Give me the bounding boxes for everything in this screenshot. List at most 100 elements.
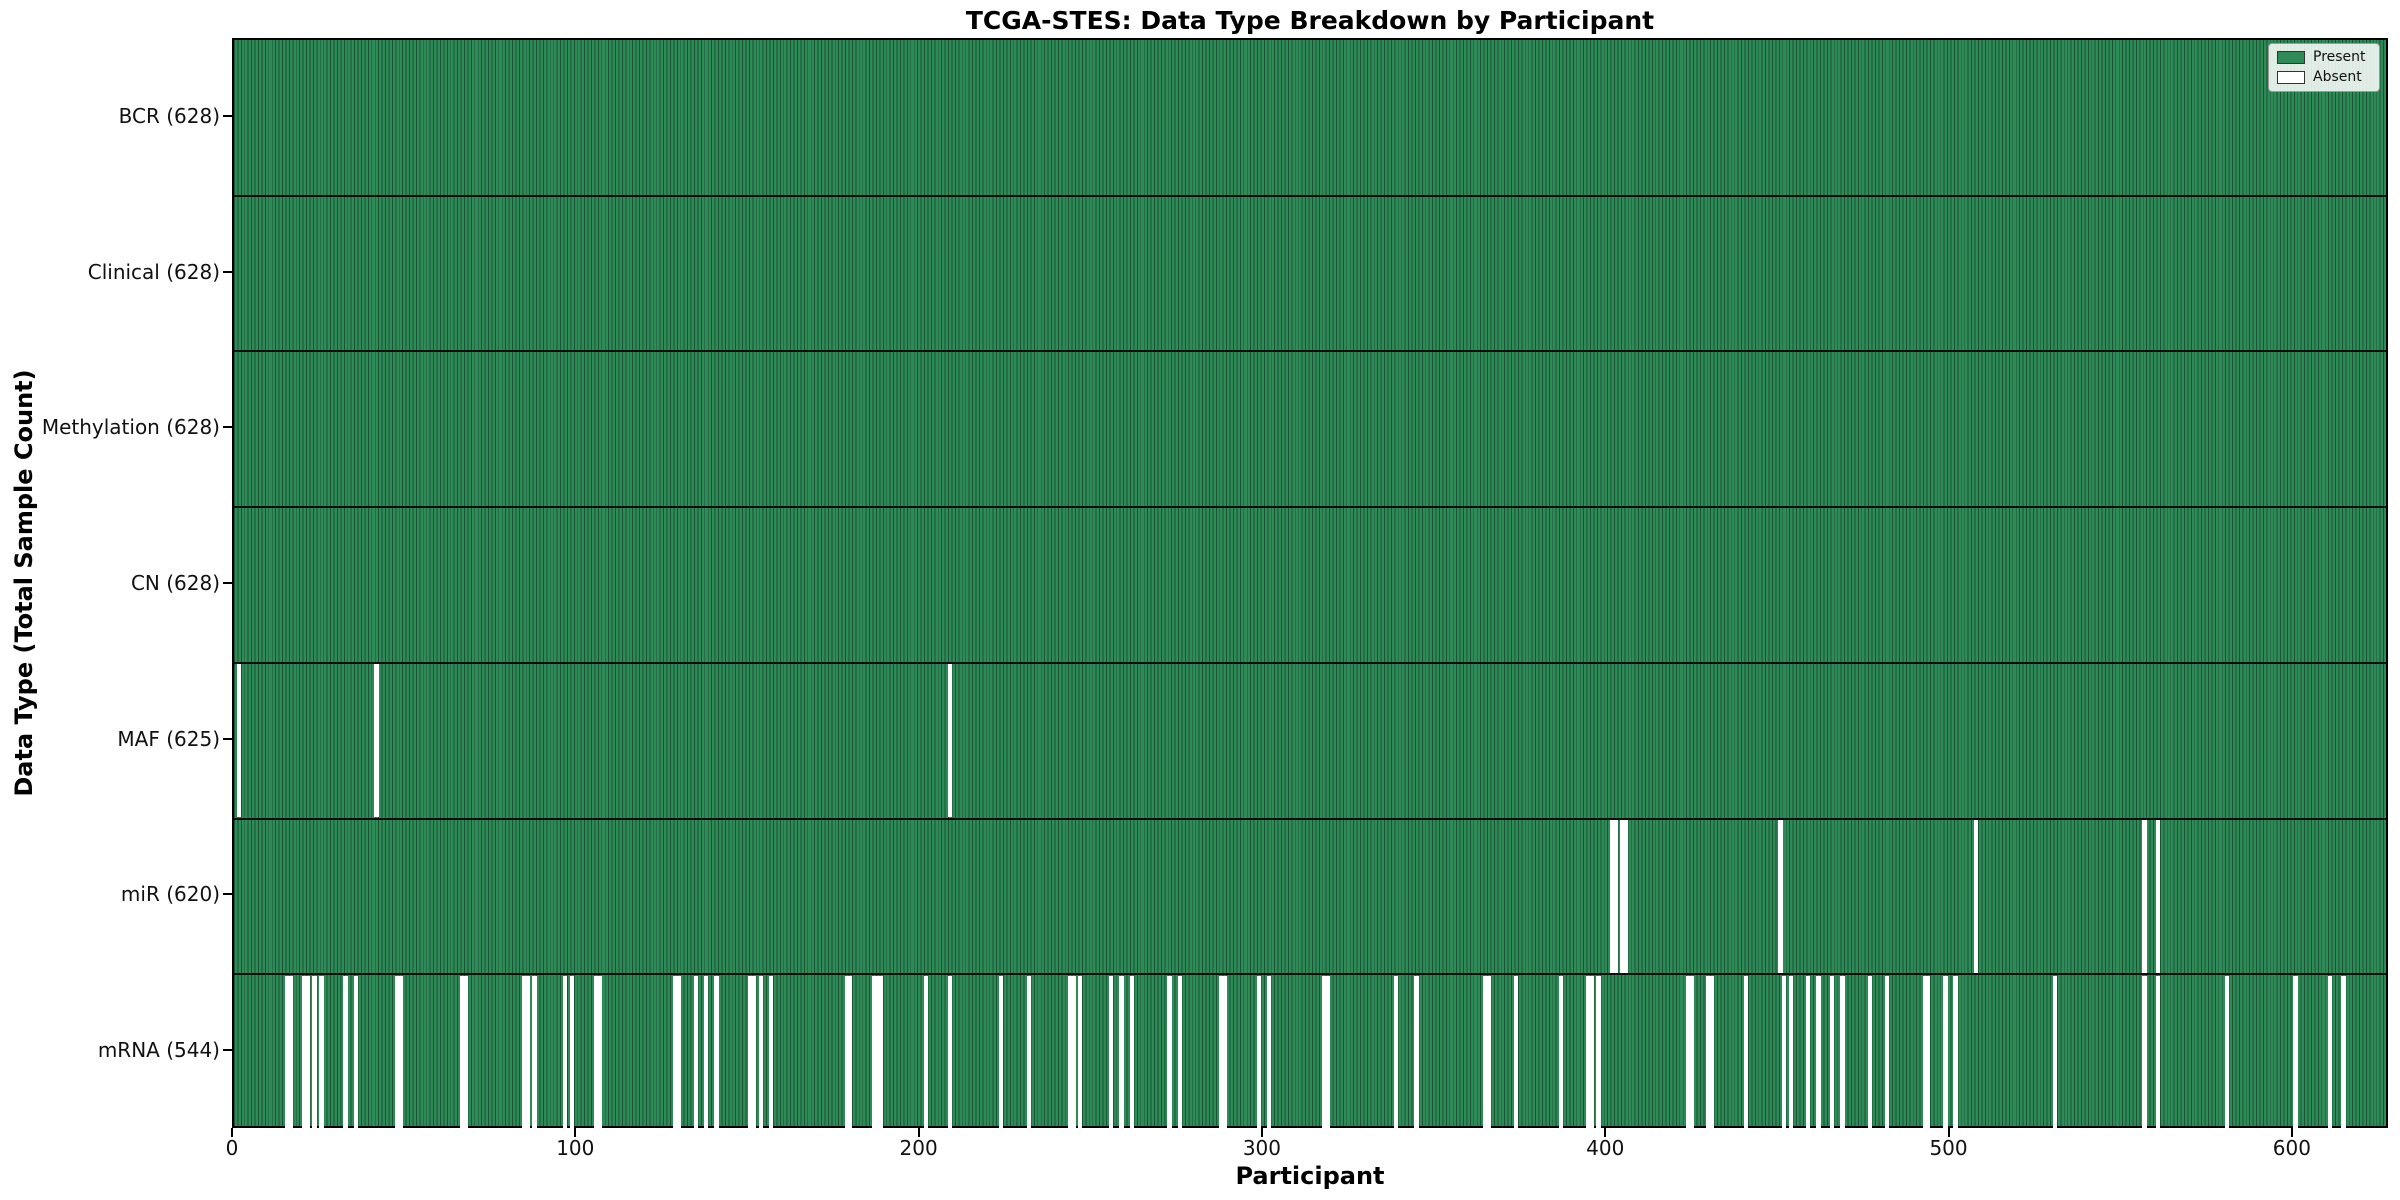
row-divider bbox=[234, 194, 2386, 197]
absent-stripe-mRNA bbox=[769, 975, 774, 1129]
absent-stripe-mRNA bbox=[1393, 975, 1399, 1129]
absent-stripe-MAF bbox=[947, 664, 952, 818]
absent-stripe-mRNA bbox=[1071, 975, 1076, 1129]
y-tick-mark bbox=[223, 270, 232, 273]
absent-stripe-mRNA bbox=[1781, 975, 1787, 1129]
absent-stripe-mRNA bbox=[532, 975, 537, 1129]
absent-stripe-mRNA bbox=[319, 975, 324, 1129]
absent-stripe-MAF bbox=[374, 664, 379, 818]
absent-stripe-mRNA bbox=[521, 975, 527, 1129]
absent-stripe-mRNA bbox=[2142, 975, 2147, 1129]
row-divider bbox=[234, 661, 2386, 664]
absent-stripe-mRNA bbox=[1926, 975, 1931, 1129]
present-swatch bbox=[2277, 51, 2305, 64]
x-tick-label-300: 300 bbox=[1242, 1136, 1282, 1160]
absent-stripe-mRNA bbox=[1414, 975, 1419, 1129]
absent-stripe-mRNA bbox=[1685, 975, 1691, 1129]
absent-stripe-mRNA bbox=[353, 975, 359, 1129]
absent-stripe-mRNA bbox=[288, 975, 293, 1129]
legend: Present Absent bbox=[2268, 43, 2380, 92]
y-tick-label-MAF: MAF (625) bbox=[117, 726, 220, 751]
absent-stripe-mRNA bbox=[2224, 975, 2230, 1129]
absent-stripe-mRNA bbox=[923, 975, 928, 1129]
absent-stripe-mRNA bbox=[463, 975, 468, 1129]
absent-stripe-mRNA bbox=[848, 975, 853, 1129]
absent-stripe-mRNA bbox=[1709, 975, 1715, 1129]
absent-stripe-mRNA bbox=[1689, 975, 1694, 1129]
absent-stripe-mRNA bbox=[1256, 975, 1261, 1129]
absent-stripe-mRNA bbox=[1177, 975, 1182, 1129]
absent-stripe-miR bbox=[2156, 820, 2161, 973]
absent-stripe-mRNA bbox=[872, 975, 877, 1129]
legend-entry-absent: Absent bbox=[2277, 70, 2371, 85]
absent-stripe-mRNA bbox=[597, 975, 602, 1129]
absent-stripe-mRNA bbox=[1816, 975, 1821, 1129]
absent-stripe-mRNA bbox=[1222, 975, 1227, 1129]
x-tick-label-400: 400 bbox=[1586, 1136, 1625, 1160]
absent-stripe-mRNA bbox=[676, 975, 681, 1129]
absent-stripe-mRNA bbox=[460, 975, 465, 1129]
y-tick-mark bbox=[223, 737, 232, 740]
x-tick-mark bbox=[231, 1128, 233, 1137]
chart-title: TCGA-STES: Data Type Breakdown by Partic… bbox=[965, 6, 1655, 35]
absent-stripe-mRNA bbox=[563, 975, 568, 1129]
row-divider bbox=[234, 350, 2386, 353]
absent-stripe-mRNA bbox=[748, 975, 753, 1129]
y-tick-mark bbox=[223, 893, 232, 896]
absent-stripe-miR bbox=[1610, 820, 1615, 973]
row-divider bbox=[234, 817, 2386, 820]
y-tick-label-miR: miR (620) bbox=[120, 882, 220, 907]
x-tick-mark bbox=[917, 1128, 920, 1137]
absent-stripe-mRNA bbox=[302, 975, 307, 1129]
absent-stripe-mRNA bbox=[2327, 975, 2333, 1129]
x-tick-mark bbox=[1604, 1128, 1607, 1137]
x-axis-title: Participant bbox=[1235, 1162, 1385, 1190]
absent-stripe-mRNA bbox=[1840, 975, 1845, 1129]
absent-stripe-mRNA bbox=[398, 975, 403, 1129]
absent-stripe-mRNA bbox=[714, 975, 719, 1129]
y-tick-mark bbox=[223, 582, 232, 584]
y-tick-mark bbox=[223, 114, 232, 117]
y-tick-label-mRNA: mRNA (544) bbox=[97, 1038, 220, 1063]
absent-stripe-miR bbox=[2142, 820, 2147, 973]
row-divider bbox=[234, 973, 2386, 976]
absent-stripe-mRNA bbox=[343, 975, 348, 1129]
absent-stripe-mRNA bbox=[2053, 975, 2058, 1129]
x-tick-label-200: 200 bbox=[899, 1136, 938, 1160]
absent-stripe-mRNA bbox=[305, 975, 310, 1129]
y-tick-label-BCR: BCR (628) bbox=[118, 103, 220, 128]
absent-stripe-miR bbox=[1778, 820, 1783, 973]
cell-edge-hatch bbox=[234, 40, 2386, 1126]
absent-stripe-mRNA bbox=[1129, 975, 1134, 1129]
absent-stripe-mRNA bbox=[947, 975, 952, 1129]
absent-stripe-mRNA bbox=[1218, 975, 1224, 1129]
absent-stripe-mRNA bbox=[1486, 975, 1491, 1129]
absent-stripe-mRNA bbox=[1167, 975, 1172, 1129]
absent-stripe-mRNA bbox=[394, 975, 400, 1129]
plot-area bbox=[232, 38, 2388, 1129]
x-tick-label-0: 0 bbox=[225, 1136, 239, 1160]
absent-stripe-mRNA bbox=[1067, 975, 1073, 1129]
absent-stripe-mRNA bbox=[284, 975, 290, 1129]
absent-stripe-mRNA bbox=[569, 975, 575, 1129]
absent-stripe-mRNA bbox=[1325, 975, 1330, 1129]
absent-stripe-mRNA bbox=[999, 975, 1004, 1129]
absent-stripe-miR bbox=[1620, 820, 1625, 973]
absent-stripe-mRNA bbox=[1586, 975, 1591, 1129]
absent-stripe-mRNA bbox=[1829, 975, 1835, 1129]
legend-label-present: Present bbox=[2313, 49, 2366, 65]
absent-stripe-mRNA bbox=[1078, 975, 1083, 1129]
absent-stripe-miR bbox=[1623, 820, 1629, 973]
absent-swatch bbox=[2277, 71, 2305, 84]
absent-stripe-mRNA bbox=[312, 975, 317, 1129]
absent-stripe-mRNA bbox=[525, 975, 530, 1129]
x-tick-label-100: 100 bbox=[556, 1136, 595, 1160]
y-tick-label-Methylation: Methylation (628) bbox=[41, 415, 220, 440]
x-tick-label-600: 600 bbox=[2272, 1136, 2311, 1160]
x-tick-mark bbox=[2290, 1128, 2293, 1137]
absent-stripe-mRNA bbox=[878, 975, 884, 1129]
absent-stripe-mRNA bbox=[1514, 975, 1519, 1129]
y-tick-mark bbox=[223, 1049, 232, 1052]
absent-stripe-mRNA bbox=[1706, 975, 1711, 1129]
